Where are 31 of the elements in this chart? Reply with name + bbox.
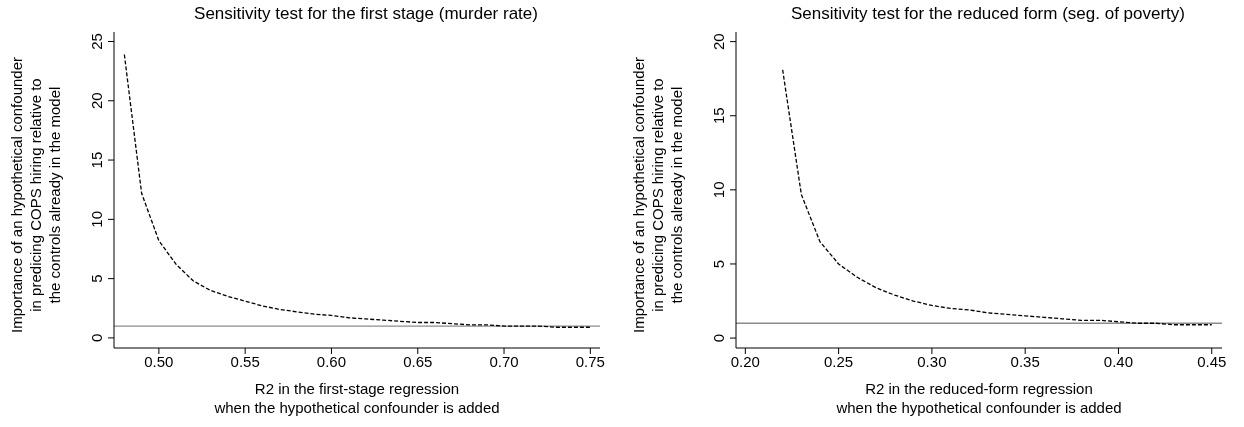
x-tick-label: 0.35 [1010,352,1040,370]
chart-title: Sensitivity test for the first stage (murder rate) [193,4,539,24]
x-tick-label: 0.65 [403,352,433,370]
x-tick-label: 0.60 [316,352,347,370]
x-tick-label: 0.75 [575,352,605,370]
x-tick-label: 0.40 [1103,352,1134,370]
x-tick-label: 0.70 [489,352,519,370]
line-series [781,69,1213,326]
x-tick-label: 0.30 [917,352,947,370]
y-tick-label: 5 [88,274,105,283]
x-tick-label: 0.20 [730,352,760,370]
x-tick-label: 0.25 [824,352,854,370]
line-series [123,53,591,328]
y-tick-label: 0 [88,333,105,343]
y-tick-label: 20 [88,92,105,110]
y-tick-label: 10 [710,181,727,199]
x-axis-title: R2 in the reduced-form regression when the hypothetical confounder is added [835,379,1123,417]
y-tick-label: 20 [710,33,727,50]
y-axis-title: Importance of an hypothetical confounder in predicing COPS hiring relative to the controls already in the model [7,56,64,335]
y-axis-title: Importance of an hypothetical confounder in predicing COPS hiring relative to the controls already in the model [629,56,686,335]
chart-title: Sensitivity test for the reduced form (seg. of poverty) [790,4,1186,24]
x-axis-title: R2 in the first-stage regression when the hypothetical confounder is added [213,379,501,417]
y-tick-label: 0 [710,333,727,343]
y-tick-label: 5 [710,259,727,269]
y-tick-label: 10 [88,211,105,228]
y-tick-label: 15 [88,151,105,169]
y-tick-label: 15 [710,107,727,125]
y-tick-label: 25 [88,33,105,50]
x-tick-label: 0.50 [144,352,174,370]
x-tick-label: 0.45 [1197,352,1227,370]
x-tick-label: 0.55 [230,352,260,370]
